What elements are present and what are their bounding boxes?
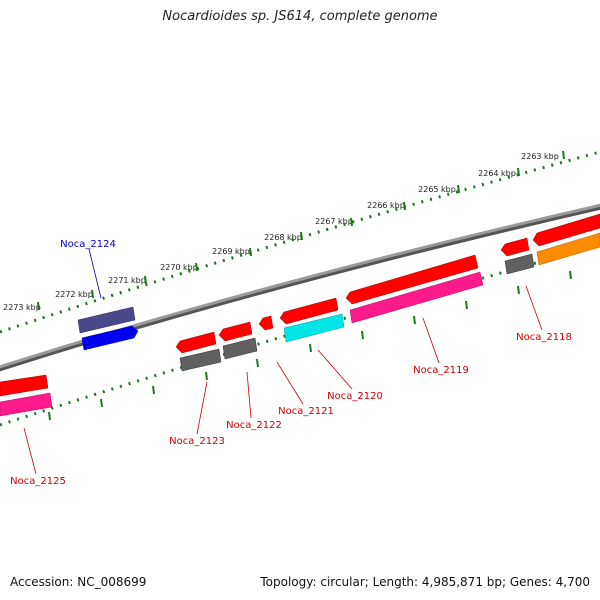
tick-label: 2267 kbp bbox=[315, 217, 353, 226]
gene-noca-2125-red[interactable] bbox=[0, 374, 49, 397]
tick-label: 2272 kbp bbox=[55, 290, 93, 299]
leader-noca-2120 bbox=[317, 349, 353, 390]
inner-tick-mark bbox=[569, 270, 572, 280]
inner-tick-mark bbox=[205, 371, 208, 381]
backbone-shadow bbox=[0, 204, 600, 372]
gene-label-noca-2124[interactable]: Noca_2124 bbox=[60, 239, 116, 250]
gene-noca-2121-red[interactable] bbox=[258, 315, 274, 331]
tick-label: 2265 kbp bbox=[418, 185, 456, 194]
gene-noca-2123-gray[interactable] bbox=[179, 348, 222, 372]
leader-noca-2122 bbox=[246, 371, 252, 419]
tick-mark bbox=[562, 150, 565, 160]
tick-label: 2264 kbp bbox=[478, 169, 516, 178]
gene-noca-2124-slate[interactable] bbox=[77, 306, 136, 334]
inner-tick-mark bbox=[48, 411, 51, 421]
backbone bbox=[0, 203, 600, 369]
gene-noca-2123-red[interactable] bbox=[175, 331, 217, 354]
inner-tick-mark bbox=[465, 300, 468, 310]
inner-tick-mark bbox=[152, 385, 155, 395]
gene-label-noca-2118[interactable]: Noca_2118 bbox=[516, 332, 572, 343]
gene-noca-2122-red[interactable] bbox=[218, 321, 253, 342]
gene-labels: Noca_2118 Noca_2119 Noca_2120 Noca_2121 Noca… bbox=[10, 239, 572, 487]
gene-red-right[interactable] bbox=[532, 213, 600, 247]
tick-mark bbox=[37, 301, 40, 311]
inner-tick-mark bbox=[517, 285, 520, 295]
leader-noca-2123 bbox=[196, 381, 208, 435]
map-title: Nocardioides sp. JS614, complete genome bbox=[162, 9, 438, 24]
tick-label: 2266 kbp bbox=[367, 201, 405, 210]
inner-tick-mark bbox=[309, 343, 312, 353]
gene-label-noca-2125[interactable]: Noca_2125 bbox=[10, 476, 66, 487]
leader-noca-2121 bbox=[276, 361, 304, 405]
gene-noca-2119-magenta[interactable] bbox=[349, 271, 484, 324]
genome-summary-text: Topology: circular; Length: 4,985,871 bp… bbox=[260, 575, 590, 589]
tick-mark bbox=[249, 247, 252, 257]
tick-label: 2263 kbp bbox=[521, 152, 559, 161]
tick-mark bbox=[350, 217, 353, 227]
gene-noca-2125-magenta[interactable] bbox=[0, 392, 53, 417]
gene-noca-2122-gray[interactable] bbox=[222, 337, 258, 360]
gene-orange-right[interactable] bbox=[536, 232, 600, 266]
inner-tick-mark bbox=[100, 398, 103, 408]
gene-features bbox=[0, 213, 600, 417]
gene-noca-2120-cyan[interactable] bbox=[283, 313, 345, 343]
gene-label-noca-2120[interactable]: Noca_2120 bbox=[327, 391, 383, 402]
gene-noca-2118-gray[interactable] bbox=[504, 253, 535, 275]
tick-mark bbox=[517, 167, 520, 177]
gene-label-noca-2122[interactable]: Noca_2122 bbox=[226, 420, 282, 431]
gene-noca-2120-red[interactable] bbox=[279, 297, 339, 325]
leader-noca-2124 bbox=[88, 248, 102, 299]
tick-label: 2273 kbp bbox=[3, 303, 41, 312]
gene-label-noca-2119[interactable]: Noca_2119 bbox=[413, 365, 469, 376]
gene-noca-2119-red[interactable] bbox=[345, 254, 479, 305]
gene-label-noca-2123[interactable]: Noca_2123 bbox=[169, 436, 225, 447]
tick-mark bbox=[457, 184, 460, 194]
tick-label: 2268 kbp bbox=[264, 233, 302, 242]
gene-noca-2118-red-small[interactable] bbox=[500, 237, 530, 257]
tick-mark bbox=[91, 289, 94, 299]
inner-tick-mark bbox=[256, 358, 259, 368]
leader-noca-2118 bbox=[525, 285, 543, 331]
tick-label: 2270 kbp bbox=[160, 263, 198, 272]
tick-label: 2271 kbp bbox=[108, 276, 146, 285]
inner-tick-mark bbox=[413, 315, 416, 325]
gene-noca-2124-blue[interactable] bbox=[81, 325, 139, 351]
inner-tick-mark bbox=[361, 330, 364, 340]
gene-label-noca-2121[interactable]: Noca_2121 bbox=[278, 406, 334, 417]
leader-noca-2119 bbox=[422, 317, 440, 364]
accession-text: Accession: NC_008699 bbox=[10, 575, 147, 589]
label-leaders bbox=[23, 248, 543, 475]
tick-mark bbox=[144, 275, 147, 285]
tick-label: 2269 kbp bbox=[212, 247, 250, 256]
tick-mark bbox=[195, 262, 198, 272]
leader-noca-2125 bbox=[23, 427, 37, 475]
